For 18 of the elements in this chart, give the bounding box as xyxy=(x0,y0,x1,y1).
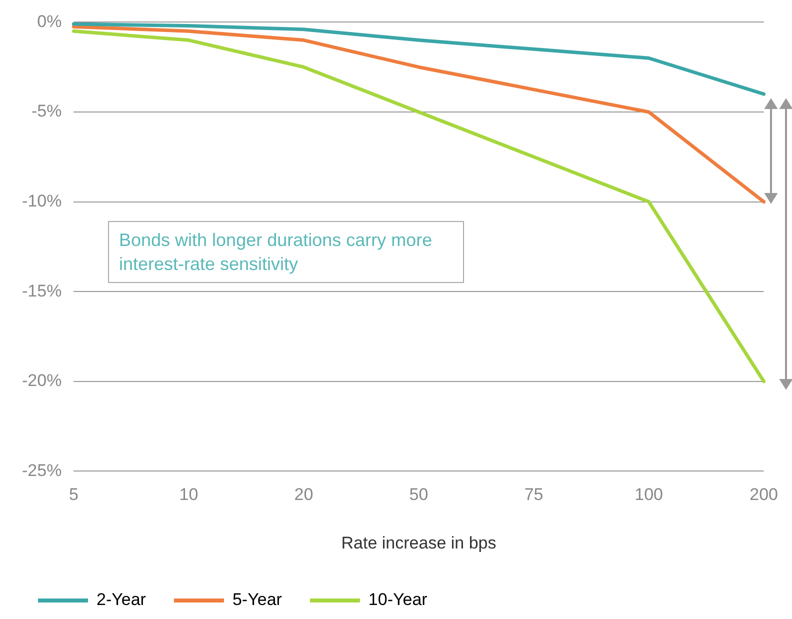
x-axis-title: Rate increase in bps xyxy=(341,533,496,552)
x-tick-label: 10 xyxy=(179,485,198,504)
x-tick-label: 5 xyxy=(68,485,78,504)
x-tick-label: 75 xyxy=(524,485,544,504)
x-tick-label: 100 xyxy=(634,485,663,504)
annotation: Bonds with longer durations carry more interest-rate sensitivity xyxy=(108,221,464,283)
legend-label: 2-Year xyxy=(96,590,146,610)
legend-label: 10-Year xyxy=(368,590,428,610)
y-tick-label: -15% xyxy=(22,281,62,300)
y-tick-label: -20% xyxy=(22,371,62,390)
x-tick-label: 20 xyxy=(294,485,314,504)
y-tick-label: -5% xyxy=(31,102,62,121)
x-tick-label: 200 xyxy=(750,485,778,504)
y-tick-label: 0% xyxy=(37,12,62,31)
x-tick-label: 50 xyxy=(409,485,428,504)
y-tick-label: -10% xyxy=(22,191,62,210)
legend-label: 5-Year xyxy=(232,590,282,610)
y-tick-label: -25% xyxy=(22,460,62,480)
